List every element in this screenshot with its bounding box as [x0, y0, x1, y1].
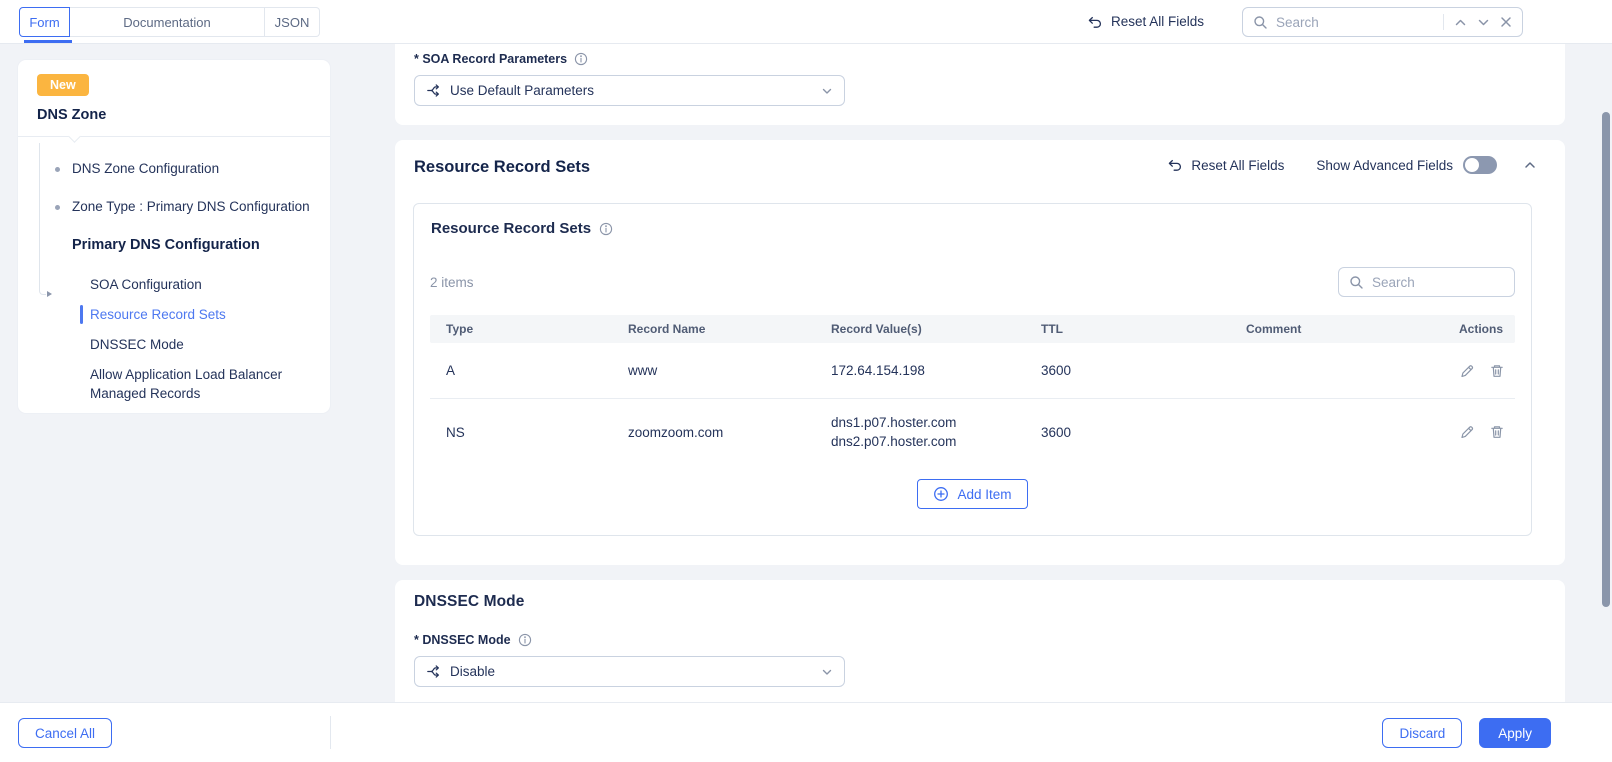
active-tab-indicator	[24, 40, 72, 43]
cell-ttl: 3600	[1041, 424, 1072, 440]
sidebar-item-primary-dns-configuration[interactable]: Primary DNS Configuration	[72, 237, 260, 253]
vertical-scrollbar[interactable]	[1602, 112, 1610, 607]
edit-icon[interactable]	[1459, 424, 1475, 440]
cancel-all-button[interactable]: Cancel All	[18, 718, 113, 748]
column-header-actions: Actions	[1458, 322, 1503, 336]
dnssec-mode-select[interactable]: Disable	[414, 656, 845, 687]
cell-record-values: 172.64.154.198	[831, 363, 925, 378]
sidebar-title: DNS Zone	[37, 107, 107, 123]
table-search	[1338, 267, 1515, 297]
table-row: A www 172.64.154.198 3600	[430, 343, 1515, 399]
table-header-row: Type Record Name Record Value(s) TTL Com…	[430, 315, 1515, 343]
add-item-button[interactable]: Add Item	[917, 479, 1028, 509]
soa-record-parameters-label: * SOA Record Parameters	[414, 52, 568, 66]
collapse-section-icon[interactable]	[1523, 158, 1537, 172]
cell-type: A	[446, 363, 456, 378]
search-divider	[1443, 14, 1444, 30]
sidebar-item-resource-record-sets[interactable]: Resource Record Sets	[36, 300, 312, 329]
search-icon	[1253, 15, 1268, 30]
reset-all-fields-label: Reset All Fields	[1111, 14, 1205, 29]
search-next-icon[interactable]	[1477, 16, 1490, 29]
record-sets-panel: Resource Record Sets 2 items Type Record…	[413, 203, 1532, 536]
cell-record-name: zoomzoom.com	[628, 424, 724, 440]
column-header-comment: Comment	[1246, 322, 1302, 336]
cell-ttl: 3600	[1041, 363, 1072, 378]
dnssec-mode-card: DNSSEC Mode * DNSSEC Mode Disable	[395, 580, 1565, 702]
show-advanced-fields-label: Show Advanced Fields	[1316, 157, 1453, 173]
tab-json[interactable]: JSON	[265, 7, 320, 37]
navigation-panel: New DNS Zone DNS Zone Configuration Zone…	[18, 60, 330, 413]
footer-divider	[330, 716, 331, 749]
top-bar: Form Documentation JSON Reset All Fields	[0, 0, 1612, 44]
branch-icon	[426, 664, 441, 679]
chevron-down-icon	[821, 666, 833, 678]
column-header-ttl: TTL	[1041, 322, 1063, 336]
edit-icon[interactable]	[1459, 363, 1475, 379]
search-input[interactable]	[1276, 14, 1435, 30]
chevron-down-icon	[821, 85, 833, 97]
table-search-input[interactable]	[1372, 274, 1504, 290]
sidebar-item-soa-configuration[interactable]: SOA Configuration	[90, 277, 202, 292]
column-header-record-name: Record Name	[628, 322, 706, 336]
sidebar-item-dnssec-mode[interactable]: DNSSEC Mode	[90, 337, 184, 352]
soa-parameters-card: * SOA Record Parameters Use Default Para…	[395, 44, 1565, 125]
reset-icon	[1167, 157, 1183, 173]
sidebar-item-zone-type[interactable]: Zone Type : Primary DNS Configuration	[36, 197, 312, 217]
sidebar-divider	[18, 130, 330, 143]
dnssec-section-title: DNSSEC Mode	[414, 593, 525, 610]
section-title: Resource Record Sets	[414, 158, 591, 176]
add-item-label: Add Item	[957, 486, 1012, 502]
panel-title: Resource Record Sets	[431, 220, 592, 237]
cell-record-name: www	[628, 363, 658, 378]
global-search	[1242, 7, 1523, 37]
plus-circle-icon	[933, 486, 949, 502]
info-icon[interactable]	[599, 222, 613, 236]
resource-record-sets-card: Resource Record Sets Reset All Fields Sh…	[395, 140, 1565, 565]
discard-button[interactable]: Discard	[1382, 718, 1463, 748]
column-header-type: Type	[446, 322, 474, 336]
footer-bar: Cancel All Discard Apply	[0, 702, 1612, 762]
delete-icon[interactable]	[1489, 363, 1505, 379]
info-icon[interactable]	[518, 633, 532, 647]
search-close-icon[interactable]	[1500, 16, 1512, 28]
view-tabs: Form Documentation JSON	[19, 7, 320, 37]
reset-icon	[1087, 14, 1103, 30]
search-icon	[1349, 275, 1364, 290]
dnssec-mode-value: Disable	[450, 664, 496, 679]
sidebar-item-dns-zone-configuration[interactable]: DNS Zone Configuration	[36, 159, 312, 179]
cell-type: NS	[446, 424, 465, 440]
section-reset-all-fields-button[interactable]: Reset All Fields	[1167, 157, 1284, 173]
dnssec-mode-label: * DNSSEC Mode	[414, 633, 511, 647]
tab-form[interactable]: Form	[19, 7, 70, 37]
sidebar-nav: DNS Zone Configuration Zone Type : Prima…	[18, 137, 330, 408]
delete-icon[interactable]	[1489, 424, 1505, 440]
reset-all-fields-button[interactable]: Reset All Fields	[1087, 0, 1204, 43]
toggle-knob	[1465, 158, 1479, 172]
search-prev-icon[interactable]	[1454, 16, 1467, 29]
items-count: 2 items	[430, 274, 474, 290]
new-badge: New	[37, 74, 89, 96]
section-reset-label: Reset All Fields	[1191, 157, 1285, 173]
soa-parameters-value: Use Default Parameters	[450, 83, 595, 98]
tree-connector-line	[39, 143, 46, 295]
soa-parameters-select[interactable]: Use Default Parameters	[414, 75, 845, 106]
cell-record-values: dns1.p07.hoster.com dns2.p07.hoster.com	[831, 415, 957, 449]
tab-documentation[interactable]: Documentation	[70, 7, 265, 37]
sidebar-item-allow-alb-managed-records[interactable]: Allow Application Load Balancer Managed …	[90, 367, 283, 401]
table-row: NS zoomzoom.com dns1.p07.hoster.com dns2…	[430, 399, 1515, 465]
column-header-record-values: Record Value(s)	[831, 322, 922, 336]
apply-button[interactable]: Apply	[1479, 718, 1551, 748]
branch-icon	[426, 83, 441, 98]
info-icon[interactable]	[574, 52, 588, 66]
show-advanced-fields-toggle[interactable]	[1463, 156, 1497, 174]
tree-branch-arrow-icon	[47, 291, 52, 297]
